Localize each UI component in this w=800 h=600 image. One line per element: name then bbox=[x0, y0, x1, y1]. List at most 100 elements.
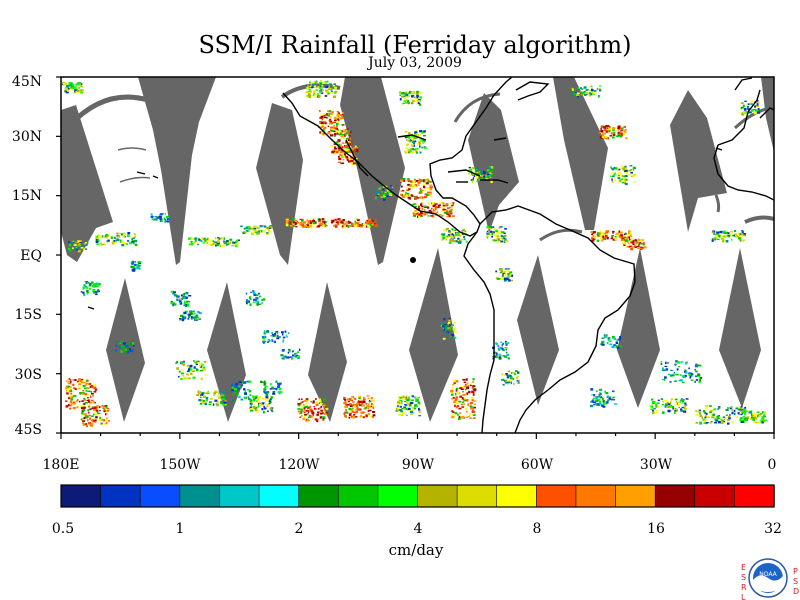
rain-pixel bbox=[77, 240, 80, 243]
rain-pixel bbox=[340, 137, 343, 140]
rain-pixel bbox=[326, 113, 329, 116]
rain-pixel bbox=[492, 239, 495, 242]
rain-pixel bbox=[337, 221, 341, 224]
rain-pixel bbox=[301, 219, 304, 222]
rain-pixel bbox=[450, 235, 453, 237]
rain-pixel bbox=[442, 204, 445, 207]
rain-pixel bbox=[667, 405, 671, 409]
rain-pixel bbox=[320, 402, 323, 405]
rain-pixel bbox=[349, 397, 352, 401]
colorbar-swatch bbox=[496, 484, 538, 508]
rain-pixel bbox=[441, 202, 445, 205]
rain-pixel bbox=[664, 405, 667, 408]
rain-pixel bbox=[597, 398, 601, 402]
rain-pixel bbox=[404, 94, 408, 96]
rain-pixel bbox=[293, 222, 296, 224]
rain-pixel bbox=[179, 302, 183, 305]
rain-pixel bbox=[383, 196, 386, 199]
rain-pixel bbox=[685, 362, 688, 365]
rain-pixel bbox=[326, 405, 328, 408]
rain-pixel bbox=[324, 403, 327, 407]
rain-pixel bbox=[670, 369, 673, 371]
rain-pixel bbox=[503, 240, 506, 243]
colorbar-units: cm/day bbox=[388, 541, 444, 559]
rain-pixel bbox=[617, 236, 621, 238]
rain-pixel bbox=[446, 235, 449, 237]
rain-pixel bbox=[417, 396, 421, 399]
lon-label: 180E bbox=[42, 457, 80, 473]
rain-pixel bbox=[251, 227, 254, 230]
rain-pixel bbox=[458, 392, 461, 395]
rain-pixel bbox=[181, 375, 185, 377]
rain-pixel bbox=[309, 405, 312, 408]
rain-pixel bbox=[179, 318, 182, 321]
rain-pixel bbox=[452, 230, 455, 233]
rain-pixel bbox=[334, 85, 337, 88]
rain-pixel bbox=[619, 133, 621, 135]
rain-pixel bbox=[609, 126, 611, 129]
rain-pixel bbox=[642, 241, 645, 244]
rain-pixel bbox=[624, 128, 627, 131]
rain-pixel bbox=[151, 218, 155, 220]
rain-pixel bbox=[181, 318, 185, 322]
rain-pixel bbox=[735, 407, 738, 410]
rain-pixel bbox=[333, 116, 337, 119]
rain-pixel bbox=[65, 400, 68, 402]
colorbar-swatch bbox=[298, 484, 339, 508]
rain-pixel bbox=[504, 268, 508, 270]
rain-pixel bbox=[297, 355, 300, 358]
rain-pixel bbox=[414, 99, 418, 103]
rain-pixel bbox=[95, 235, 99, 238]
rain-pixel bbox=[487, 173, 491, 175]
rain-pixel bbox=[64, 90, 67, 93]
rain-pixel bbox=[338, 157, 342, 161]
rain-pixel bbox=[299, 416, 302, 418]
rain-pixel bbox=[319, 84, 322, 87]
rain-pixel bbox=[164, 220, 167, 223]
rain-pixel bbox=[425, 193, 429, 196]
rain-pixel bbox=[423, 213, 427, 216]
rain-pixel bbox=[368, 400, 371, 402]
rain-pixel bbox=[415, 398, 418, 401]
rain-pixel bbox=[684, 402, 687, 405]
rain-pixel bbox=[206, 399, 208, 402]
rain-pixel bbox=[257, 401, 260, 404]
rain-pixel bbox=[190, 240, 193, 243]
rain-pixel bbox=[119, 342, 121, 344]
rain-pixel bbox=[626, 172, 628, 175]
rain-pixel bbox=[322, 132, 326, 135]
rain-pixel bbox=[603, 335, 606, 338]
rain-pixel bbox=[365, 414, 368, 418]
rain-pixel bbox=[617, 125, 621, 128]
rain-pixel bbox=[625, 237, 629, 240]
rain-pixel bbox=[183, 296, 186, 299]
rain-pixel bbox=[201, 364, 204, 366]
rain-pixel bbox=[602, 397, 604, 401]
rain-pixel bbox=[490, 170, 494, 173]
rain-pixel bbox=[115, 344, 118, 347]
rain-pixel bbox=[624, 171, 628, 174]
rain-pixel bbox=[607, 339, 610, 342]
rain-pixel bbox=[681, 381, 685, 384]
rain-pixel bbox=[502, 378, 505, 381]
rain-pixel bbox=[207, 390, 209, 392]
rain-pixel bbox=[611, 168, 615, 171]
rain-pixel bbox=[259, 225, 263, 228]
rain-pixel bbox=[503, 237, 505, 240]
rain-pixel bbox=[404, 404, 407, 406]
rain-pixel bbox=[153, 216, 155, 218]
rain-pixel bbox=[467, 384, 470, 388]
rain-pixel bbox=[593, 394, 596, 397]
rain-pixel bbox=[260, 404, 264, 407]
rain-pixel bbox=[486, 226, 490, 228]
rain-pixel bbox=[349, 405, 353, 407]
rain-pixel bbox=[695, 364, 698, 367]
rain-pixel bbox=[442, 322, 445, 326]
rain-pixel bbox=[751, 109, 754, 112]
rain-pixel bbox=[446, 215, 449, 218]
rain-pixel bbox=[625, 179, 628, 181]
rain-pixel bbox=[243, 396, 246, 398]
rain-pixel bbox=[320, 82, 323, 85]
rain-pixel bbox=[295, 354, 298, 357]
rain-pixel bbox=[416, 90, 419, 94]
